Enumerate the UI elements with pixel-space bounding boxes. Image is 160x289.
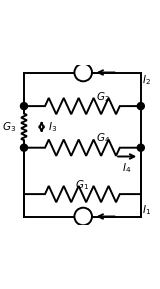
Circle shape bbox=[137, 144, 144, 151]
Text: $I_4$: $I_4$ bbox=[122, 161, 131, 175]
Text: $I_2$: $I_2$ bbox=[142, 73, 151, 87]
Circle shape bbox=[20, 103, 28, 110]
Text: $I_1$: $I_1$ bbox=[142, 203, 152, 217]
Text: $G_2$: $G_2$ bbox=[96, 90, 110, 104]
Text: $G_4$: $G_4$ bbox=[96, 131, 110, 145]
Text: $I_3$: $I_3$ bbox=[48, 120, 57, 134]
Circle shape bbox=[20, 144, 28, 151]
Text: $G_1$: $G_1$ bbox=[75, 178, 89, 192]
Circle shape bbox=[137, 103, 144, 110]
Text: $G_3$: $G_3$ bbox=[2, 120, 16, 134]
